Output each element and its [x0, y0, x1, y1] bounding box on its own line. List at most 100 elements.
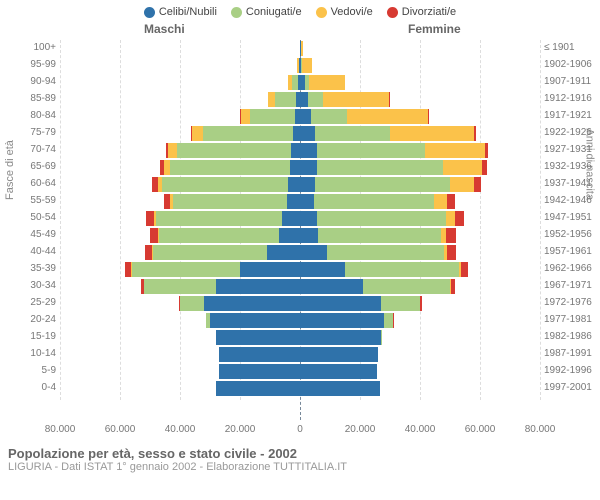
age-label: 80-84: [12, 110, 56, 121]
age-row: 65-691932-1936: [60, 159, 540, 176]
legend-swatch: [387, 7, 398, 18]
bar-segment: [390, 126, 474, 141]
bar-segment: [384, 313, 393, 328]
age-label: 50-54: [12, 212, 56, 223]
age-row: 40-441957-1961: [60, 244, 540, 261]
bar-segment: [219, 347, 300, 362]
legend-item: Vedovi/e: [316, 6, 373, 18]
bar-segment: [250, 109, 295, 124]
bar-female: [300, 364, 377, 379]
age-label: 65-69: [12, 161, 56, 172]
age-row: 95-991902-1906: [60, 57, 540, 74]
bar-female: [300, 126, 476, 141]
bar-segment: [446, 228, 456, 243]
bar-segment: [451, 279, 456, 294]
age-row: 50-541947-1951: [60, 210, 540, 227]
bar-segment: [317, 211, 446, 226]
bar-segment: [203, 126, 293, 141]
bar-segment: [288, 177, 300, 192]
bar-segment: [216, 381, 300, 396]
bar-segment: [300, 364, 377, 379]
bar-segment: [300, 245, 327, 260]
legend-swatch: [316, 7, 327, 18]
legend-label: Vedovi/e: [331, 6, 373, 18]
bar-female: [300, 381, 380, 396]
bar-segment: [381, 330, 382, 345]
legend-label: Celibi/Nubili: [159, 6, 217, 18]
age-label: 15-19: [12, 331, 56, 342]
bar-segment: [300, 92, 308, 107]
birth-year-label: 1932-1936: [544, 161, 600, 172]
bar-segment: [300, 279, 363, 294]
birth-year-label: 1957-1961: [544, 246, 600, 257]
bar-segment: [302, 58, 313, 73]
bar-male: [216, 330, 300, 345]
age-label: 20-24: [12, 314, 56, 325]
bar-segment: [300, 160, 317, 175]
bar-segment: [461, 262, 469, 277]
bar-segment: [144, 279, 216, 294]
bar-segment: [485, 143, 489, 158]
x-tick-label: 20.000: [345, 424, 376, 435]
age-label: 40-44: [12, 246, 56, 257]
x-axis: 80.00060.00040.00020.000020.00040.00060.…: [60, 420, 540, 440]
x-tick-label: 60.000: [465, 424, 496, 435]
bar-segment: [428, 109, 429, 124]
bar-segment: [317, 160, 443, 175]
age-label: 85-89: [12, 93, 56, 104]
age-row: 5-91992-1996: [60, 363, 540, 380]
bar-segment: [300, 194, 314, 209]
bar-segment: [150, 228, 158, 243]
bar-segment: [279, 228, 300, 243]
age-row: 15-191982-1986: [60, 329, 540, 346]
x-tick-label: 20.000: [225, 424, 256, 435]
age-label: 45-49: [12, 229, 56, 240]
bar-segment: [219, 364, 300, 379]
age-row: 45-491952-1956: [60, 227, 540, 244]
bar-segment: [180, 296, 204, 311]
bar-segment: [177, 143, 291, 158]
bar-segment: [210, 313, 300, 328]
bar-male: [166, 143, 300, 158]
birth-year-label: 1972-1976: [544, 297, 600, 308]
x-tick-label: 0: [297, 424, 303, 435]
x-tick-label: 80.000: [525, 424, 556, 435]
bar-segment: [455, 211, 464, 226]
bar-female: [300, 194, 455, 209]
bar-male: [219, 347, 300, 362]
bar-segment: [275, 92, 296, 107]
age-label: 90-94: [12, 76, 56, 87]
bar-segment: [162, 177, 288, 192]
birth-year-label: 1977-1981: [544, 314, 600, 325]
bar-male: [146, 211, 300, 226]
age-label: 10-14: [12, 348, 56, 359]
bar-segment: [443, 160, 482, 175]
bar-segment: [482, 160, 487, 175]
x-tick-label: 40.000: [405, 424, 436, 435]
bar-segment: [308, 92, 323, 107]
bar-segment: [447, 245, 456, 260]
chart-area: 100+≤ 190195-991902-190690-941907-191185…: [60, 40, 540, 420]
bar-segment: [216, 279, 300, 294]
bar-segment: [300, 296, 381, 311]
bar-segment: [268, 92, 276, 107]
bar-segment: [241, 109, 250, 124]
bar-segment: [300, 211, 317, 226]
bar-segment: [293, 126, 301, 141]
age-label: 75-79: [12, 127, 56, 138]
bar-segment: [309, 75, 345, 90]
bar-male: [191, 126, 301, 141]
birth-year-label: 1967-1971: [544, 280, 600, 291]
age-row: 80-841917-1921: [60, 108, 540, 125]
age-row: 85-891912-1916: [60, 91, 540, 108]
bar-segment: [434, 194, 448, 209]
legend-swatch: [231, 7, 242, 18]
bar-segment: [300, 262, 345, 277]
bar-segment: [315, 177, 450, 192]
bar-female: [300, 296, 422, 311]
bar-segment: [291, 143, 300, 158]
bar-segment: [317, 143, 425, 158]
age-label: 60-64: [12, 178, 56, 189]
birth-year-label: 1942-1946: [544, 195, 600, 206]
bar-segment: [314, 194, 434, 209]
